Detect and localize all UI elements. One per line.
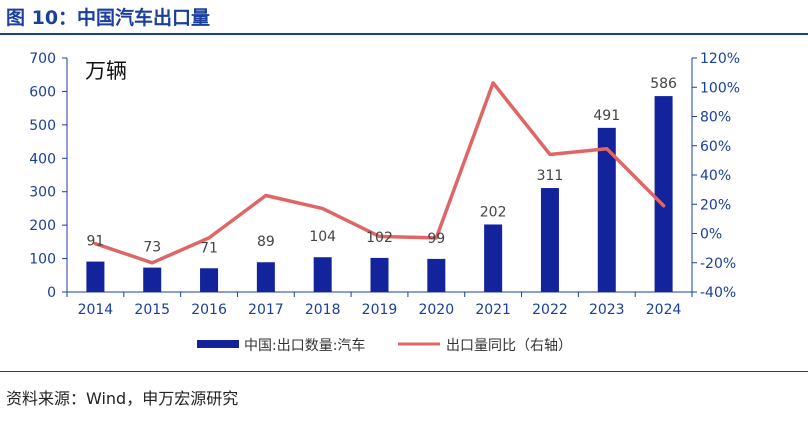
bar-2015 (143, 267, 162, 292)
data-label: 491 (593, 108, 620, 124)
y-left-tick-label: 700 (29, 51, 56, 67)
data-label: 202 (480, 204, 507, 220)
line-point-2015 (150, 261, 154, 265)
y-right-tick-label: -40% (700, 285, 736, 301)
y-left-tick-label: 200 (29, 218, 56, 234)
unit-label: 万辆 (85, 59, 127, 83)
source-note: 资料来源：Wind，申万宏源研究 (6, 389, 239, 408)
legend-bar-label: 中国:出口数量:汽车 (244, 337, 365, 354)
bar-2018 (313, 257, 332, 292)
line-point-2024 (662, 204, 666, 208)
y-left-tick-label: 500 (29, 118, 56, 134)
data-label: 586 (650, 76, 677, 92)
y-right-tick-label: 100% (700, 80, 740, 96)
bar-2023 (597, 127, 616, 292)
legend: 中国:出口数量:汽车 出口量同比（右轴） (197, 337, 572, 354)
y-left-tick-label: 400 (29, 151, 56, 167)
data-label: 71 (200, 240, 218, 256)
y-left-tick-label: 100 (29, 252, 56, 268)
footer-divider (0, 371, 808, 372)
chart: 0 100 200 300 400 500 600 700 -40% -20% 0% 20% 40% 60… (29, 51, 740, 354)
x-tick-label: 2022 (532, 302, 568, 318)
x-tick-label: 2021 (475, 302, 511, 318)
data-label: 89 (257, 234, 275, 250)
data-label: 104 (309, 229, 336, 245)
data-label: 91 (86, 234, 104, 250)
data-label: 102 (366, 230, 393, 246)
x-tick-label: 2024 (646, 302, 682, 318)
bar-2020 (427, 258, 446, 292)
line-point-2019 (378, 234, 381, 238)
x-tick-label: 2023 (589, 302, 625, 318)
y-left-tick-label: 300 (29, 185, 56, 201)
bar-2021 (484, 224, 503, 292)
line-point-2020 (434, 236, 438, 240)
y-right-tick-label: 0% (700, 227, 722, 243)
data-labels: 91 73 71 89 104 102 99 202 311 491 586 (86, 76, 677, 256)
x-tick-label: 2015 (134, 302, 170, 318)
line-point-2016 (207, 236, 211, 240)
line-point-2023 (605, 147, 609, 151)
line-point-2022 (548, 153, 552, 157)
bar-2014 (86, 261, 105, 292)
x-tick-label: 2018 (305, 302, 341, 318)
y-right-tick-label: 80% (700, 110, 731, 126)
data-label: 311 (537, 168, 564, 184)
x-tick-label: 2020 (418, 302, 454, 318)
y-right-tick-label: 20% (700, 197, 731, 213)
page-title: 图 10：中国汽车出口量 (6, 7, 211, 29)
y-left-tick-label: 0 (47, 285, 56, 301)
bar-series (86, 96, 673, 292)
legend-bar-swatch (197, 340, 239, 348)
bar-2016 (200, 268, 219, 292)
bar-2017 (256, 262, 275, 292)
y-right-tick-label: 120% (700, 51, 740, 67)
line-point-2014 (93, 242, 97, 246)
line-point-2018 (321, 207, 325, 211)
x-tick-label: 2016 (191, 302, 227, 318)
data-label: 99 (427, 231, 445, 247)
bar-2024 (654, 96, 673, 292)
y-right-tick-label: 60% (700, 139, 731, 155)
line-point-2021 (491, 81, 495, 85)
y-left-tick-label: 600 (29, 84, 56, 100)
x-tick-label: 2014 (78, 302, 114, 318)
legend-line-label: 出口量同比（右轴） (446, 338, 572, 354)
line-series (93, 81, 666, 265)
y-right-tick-label: 40% (700, 168, 731, 184)
line-point-2017 (264, 193, 268, 197)
x-tick-label: 2019 (362, 302, 398, 318)
title-divider (0, 33, 808, 35)
bar-2022 (540, 188, 559, 292)
data-label: 73 (143, 240, 161, 256)
bar-2019 (370, 257, 389, 292)
chart-axes: 0 100 200 300 400 500 600 700 -40% -20% 0% 20% 40% 60… (29, 51, 740, 318)
x-tick-label: 2017 (248, 302, 284, 318)
y-right-tick-label: -20% (700, 256, 736, 272)
